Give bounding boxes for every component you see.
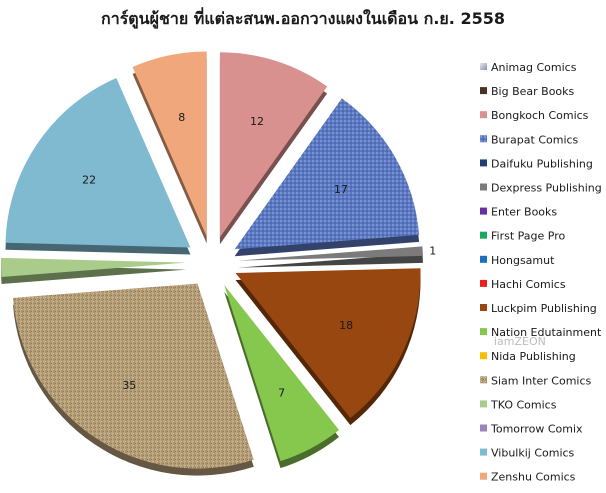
watermark: iamZEON: [494, 335, 546, 348]
legend-swatch-vibulkij-comics: [480, 448, 487, 456]
data-label-zenshu-comics: 8: [178, 111, 185, 124]
legend: Animag Comics Big Bear Books Bongkoch Comi…: [480, 61, 602, 484]
slice-bongkoch-comics: [219, 52, 328, 238]
legend-swatch-nida-publishing: [480, 352, 487, 360]
slice-nation-edutainment: [224, 284, 340, 462]
data-label-dexpress-publishing: 1: [429, 245, 436, 258]
data-label-luckpim-publishing: 18: [339, 319, 353, 332]
legend-swatch-big-bear-books: [480, 87, 487, 95]
legend-swatch-tomorrow-comix: [480, 424, 487, 432]
legend-label-animag-comics: Animag Comics: [491, 61, 577, 74]
legend-swatch-enter-books: [480, 207, 487, 215]
legend-label-tko-comics: TKO Comics: [490, 398, 557, 411]
slice-luckpim-publishing: [235, 268, 421, 419]
legend-label-hachi-comics: Hachi Comics: [491, 278, 566, 291]
legend-swatch-first-page-pro: [480, 231, 487, 239]
slice-tko-comics: [1, 257, 187, 277]
slice-burapat-comics: [234, 98, 420, 250]
legend-label-nida-publishing: Nida Publishing: [491, 350, 576, 363]
data-label-nation-edutainment: 7: [278, 387, 285, 400]
legend-label-big-bear-books: Big Bear Books: [491, 85, 575, 98]
pie-layer: 12171187352228: [1, 51, 436, 476]
legend-label-burapat-comics: Burapat Comics: [491, 133, 579, 146]
legend-label-luckpim-publishing: Luckpim Publishing: [491, 302, 597, 315]
legend-swatch-zenshu-comics: [480, 472, 487, 480]
legend-label-hongsamut: Hongsamut: [491, 254, 555, 267]
legend-label-zenshu-comics: Zenshu Comics: [491, 471, 576, 484]
legend-swatch-luckpim-publishing: [480, 304, 487, 311]
legend-label-siam-inter-comics: Siam Inter Comics: [491, 374, 592, 387]
legend-swatch-tko-comics: [480, 400, 487, 408]
legend-label-bongkoch-comics: Bongkoch Comics: [491, 109, 589, 122]
data-label-bongkoch-comics: 12: [250, 115, 264, 128]
legend-swatch-hachi-comics: [480, 279, 487, 287]
legend-swatch-burapat-comics: [480, 135, 487, 143]
legend-swatch-hongsamut: [480, 255, 487, 263]
legend-label-nation-edutainment: Nation Edutainment: [491, 326, 602, 339]
legend-label-dexpress-publishing: Dexpress Publishing: [491, 182, 602, 195]
legend-label-first-page-pro: First Page Pro: [491, 230, 565, 243]
slice-zenshu-comics: [132, 51, 207, 237]
legend-label-vibulkij-comics: Vibulkij Comics: [491, 447, 575, 460]
slice-siam-inter-comics: [13, 283, 254, 469]
slice-vibulkij-comics: [5, 77, 191, 248]
data-label-burapat-comics: 17: [334, 183, 348, 196]
legend-swatch-siam-inter-comics: [480, 376, 487, 384]
legend-swatch-animag-comics: [480, 63, 487, 70]
legend-swatch-dexpress-publishing: [480, 183, 487, 191]
legend-swatch-daifuku-publishing: [480, 159, 487, 167]
legend-label-daifuku-publishing: Daifuku Publishing: [491, 157, 593, 170]
legend-label-tomorrow-comix: Tomorrow Comix: [490, 423, 583, 436]
legend-label-enter-books: Enter Books: [491, 206, 557, 219]
chart-title: การ์ตูนผู้ชาย ที่แต่ละสนพ.ออกวางแผงในเดื…: [101, 7, 505, 30]
legend-swatch-bongkoch-comics: [480, 111, 487, 119]
slice-dexpress-publishing: [237, 246, 423, 261]
data-label-vibulkij-comics: 22: [82, 173, 96, 186]
legend-swatch-nation-edutainment: [480, 328, 487, 336]
data-label-siam-inter-comics: 35: [122, 379, 136, 392]
